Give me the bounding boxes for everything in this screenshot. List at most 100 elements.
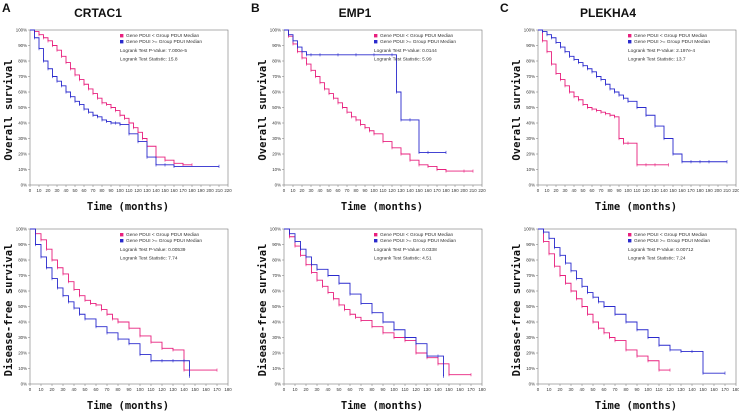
legend-swatch-low <box>374 34 378 38</box>
x-tick-label: 50 <box>327 188 332 193</box>
km-plot-b-disease-free-survival: 0% 10% 20% 30% 40% 50% 60% 70% 80% 90% 100% 0 10 20 30… <box>270 227 486 393</box>
y-tick-label: 20% <box>18 152 27 157</box>
panel-label-a: A <box>2 1 11 15</box>
x-tick-label: 30 <box>569 387 574 392</box>
y-tick-label: 0% <box>529 183 535 188</box>
x-tick-label: 160 <box>710 387 718 392</box>
x-tick-label: 220 <box>732 188 739 193</box>
logrank-statistic: Logrank Test Statistic: 13.7 <box>628 57 686 63</box>
x-tick-label: 120 <box>642 188 650 193</box>
legend-swatch-low <box>120 233 124 237</box>
x-tick-label: 200 <box>714 188 722 193</box>
x-tick-label: 0 <box>537 387 540 392</box>
plot-frame <box>29 29 229 186</box>
x-tick-label: 200 <box>460 188 468 193</box>
y-tick-label: 70% <box>272 74 281 79</box>
survival-curve-low <box>284 29 473 172</box>
y-tick-label: 40% <box>272 320 281 325</box>
y-tick-label: 10% <box>272 366 281 371</box>
legend-entry: Gene PDUI >= Group PDUI Median <box>380 39 456 45</box>
y-tick-label: 70% <box>18 74 27 79</box>
x-tick-label: 30 <box>309 188 314 193</box>
y-tick-label: 60% <box>18 289 27 294</box>
x-tick-label: 140 <box>406 188 414 193</box>
y-tick-label: 100% <box>524 28 535 33</box>
x-tick-label: 200 <box>206 188 214 193</box>
y-tick-label: 50% <box>18 105 27 110</box>
y-tick-label: 70% <box>18 273 27 278</box>
y-tick-label: 80% <box>18 59 27 64</box>
x-tick-label: 170 <box>179 188 187 193</box>
x-tick-label: 100 <box>370 188 378 193</box>
y-tick-label: 100% <box>270 227 281 232</box>
x-tick-label: 180 <box>442 188 450 193</box>
panel-label-c: C <box>500 1 509 15</box>
y-tick-label: 80% <box>272 258 281 263</box>
logrank-statistic: Logrank Test Statistic: 7.74 <box>120 256 178 262</box>
y-tick-label: 80% <box>18 258 27 263</box>
km-plot-c-disease-free-survival: 0% 10% 20% 30% 40% 50% 60% 70% 80% 90% 100% 0 10 20 30… <box>524 227 739 393</box>
x-tick-label: 150 <box>699 387 707 392</box>
logrank-statistic: Logrank Test Statistic: 15.8 <box>120 57 178 63</box>
x-tick-label: 150 <box>445 387 453 392</box>
y-tick-label: 90% <box>18 242 27 247</box>
x-tick-label: 120 <box>134 188 142 193</box>
x-tick-label: 60 <box>336 188 341 193</box>
y-tick-label: 40% <box>18 320 27 325</box>
legend-swatch-low <box>628 34 632 38</box>
logrank-statistic: Logrank Test Statistic: 4.51 <box>374 256 432 262</box>
x-tick-label: 40 <box>72 387 77 392</box>
x-tick-label: 20 <box>50 387 55 392</box>
y-tick-label: 100% <box>16 28 27 33</box>
y-tick-label: 90% <box>526 242 535 247</box>
x-tick-label: 220 <box>478 188 486 193</box>
x-tick-label: 70 <box>359 387 364 392</box>
x-tick-label: 20 <box>558 387 563 392</box>
gene-title-emp1: EMP1 <box>339 6 372 20</box>
x-tick-label: 40 <box>64 188 69 193</box>
x-tick-label: 180 <box>478 387 486 392</box>
y-tick-label: 50% <box>526 304 535 309</box>
legend-swatch-high <box>374 40 378 44</box>
survival-curve-low <box>538 228 670 371</box>
legend-swatch-high <box>628 239 632 243</box>
x-tick-label: 50 <box>591 387 596 392</box>
x-tick-label: 100 <box>624 188 632 193</box>
x-tick-label: 0 <box>29 188 32 193</box>
y-tick-label: 30% <box>526 136 535 141</box>
km-plot-a-disease-free-survival: 0% 10% 20% 30% 40% 50% 60% 70% 80% 90% 100% 0 10 20 30… <box>16 227 232 393</box>
x-tick-label: 80 <box>624 387 629 392</box>
y-tick-label: 70% <box>526 74 535 79</box>
y-tick-label: 70% <box>272 273 281 278</box>
y-tick-label: 30% <box>18 136 27 141</box>
x-tick-label: 170 <box>721 387 729 392</box>
x-tick-label: 0 <box>283 188 286 193</box>
x-tick-label: 130 <box>143 188 151 193</box>
x-tick-label: 10 <box>547 387 552 392</box>
gene-title-crtac1: CRTAC1 <box>74 6 122 20</box>
legend-swatch-low <box>120 34 124 38</box>
x-tick-label: 30 <box>563 188 568 193</box>
x-tick-label: 190 <box>705 188 713 193</box>
legend-entry: Gene PDUI < Group PDUI Median <box>380 33 454 39</box>
x-tick-label: 120 <box>666 387 674 392</box>
x-tick-label: 150 <box>415 188 423 193</box>
x-tick-label: 180 <box>224 387 232 392</box>
x-tick-label: 130 <box>397 188 405 193</box>
y-tick-label: 10% <box>18 366 27 371</box>
y-tick-label: 10% <box>18 167 27 172</box>
y-tick-label: 60% <box>526 90 535 95</box>
logrank-p-value: Logrank Test P-Value: 2.197e-4 <box>628 48 695 54</box>
survival-curve-high <box>284 29 446 153</box>
x-tick-label: 50 <box>581 188 586 193</box>
x-tick-label: 90 <box>617 188 622 193</box>
x-tick-label: 180 <box>188 188 196 193</box>
x-tick-label: 130 <box>651 188 659 193</box>
survival-curve-low <box>284 228 471 376</box>
x-tick-label: 40 <box>326 387 331 392</box>
x-tick-label: 140 <box>434 387 442 392</box>
x-tick-label: 140 <box>180 387 188 392</box>
x-tick-label: 210 <box>215 188 223 193</box>
y-tick-label: 80% <box>526 59 535 64</box>
